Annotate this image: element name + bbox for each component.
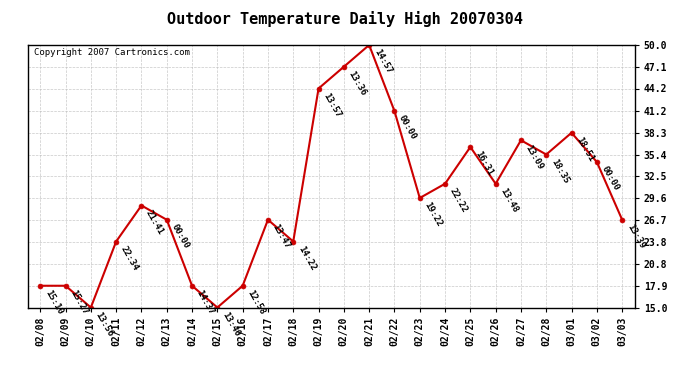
Text: 15:10: 15:10 [43, 288, 64, 316]
Text: 00:00: 00:00 [600, 165, 621, 192]
Text: 14:37: 14:37 [195, 288, 216, 316]
Text: 13:36: 13:36 [346, 69, 368, 97]
Text: 00:00: 00:00 [170, 222, 190, 250]
Text: 12:58: 12:58 [246, 288, 266, 316]
Text: 18:51: 18:51 [574, 135, 595, 163]
Text: 14:57: 14:57 [372, 48, 393, 75]
Text: 21:41: 21:41 [144, 208, 166, 236]
Text: 13:09: 13:09 [524, 143, 545, 171]
Text: Copyright 2007 Cartronics.com: Copyright 2007 Cartronics.com [34, 48, 190, 57]
Text: Outdoor Temperature Daily High 20070304: Outdoor Temperature Daily High 20070304 [167, 11, 523, 27]
Text: 00:00: 00:00 [397, 114, 418, 141]
Text: 18:35: 18:35 [549, 157, 570, 185]
Text: 16:31: 16:31 [473, 150, 494, 177]
Text: 13:39: 13:39 [625, 222, 646, 250]
Text: 13:56: 13:56 [94, 310, 115, 338]
Text: 15:27: 15:27 [68, 288, 90, 316]
Text: 22:22: 22:22 [448, 186, 469, 214]
Text: 13:40: 13:40 [220, 310, 242, 338]
Text: 13:57: 13:57 [322, 91, 342, 119]
Text: 14:22: 14:22 [296, 244, 317, 272]
Text: 19:22: 19:22 [422, 201, 444, 228]
Text: 13:47: 13:47 [270, 222, 292, 250]
Text: 22:34: 22:34 [119, 244, 140, 272]
Text: 13:48: 13:48 [498, 186, 520, 214]
